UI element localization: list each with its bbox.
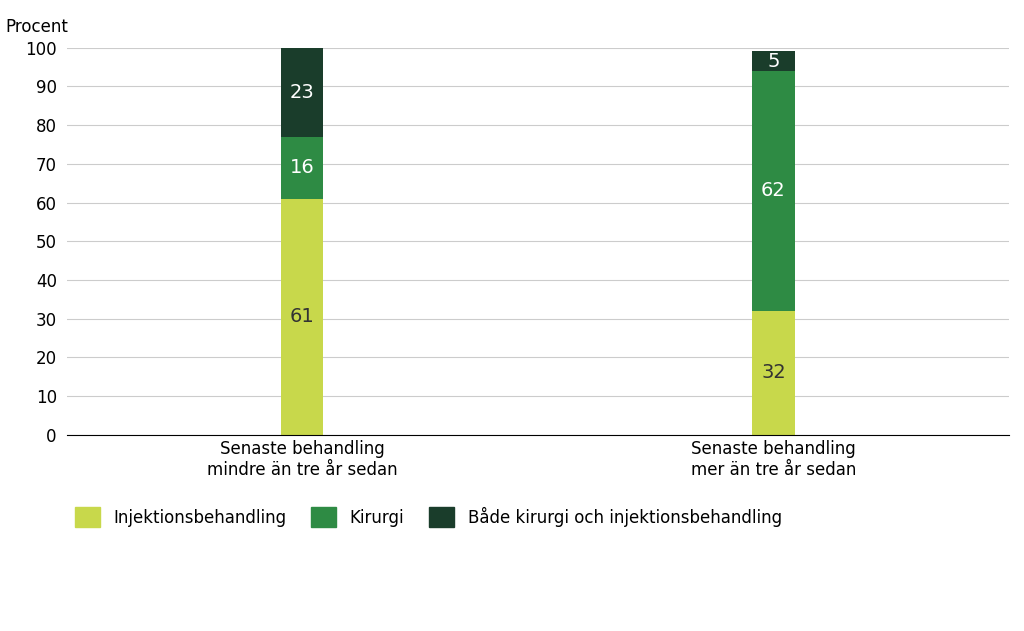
Text: 62: 62 — [761, 181, 785, 201]
Bar — [281, 47, 324, 137]
Text: 61: 61 — [290, 307, 314, 326]
Bar — [753, 52, 795, 71]
Text: 16: 16 — [290, 158, 314, 177]
Bar — [281, 199, 324, 435]
Text: Procent: Procent — [5, 18, 69, 36]
Bar — [281, 137, 324, 199]
Text: 32: 32 — [761, 363, 785, 382]
Text: 23: 23 — [290, 83, 314, 102]
Bar — [753, 311, 795, 435]
Legend: Injektionsbehandling, Kirurgi, Både kirurgi och injektionsbehandling: Injektionsbehandling, Kirurgi, Både kiru… — [75, 507, 781, 528]
Text: 5: 5 — [767, 52, 779, 71]
Bar — [753, 71, 795, 311]
